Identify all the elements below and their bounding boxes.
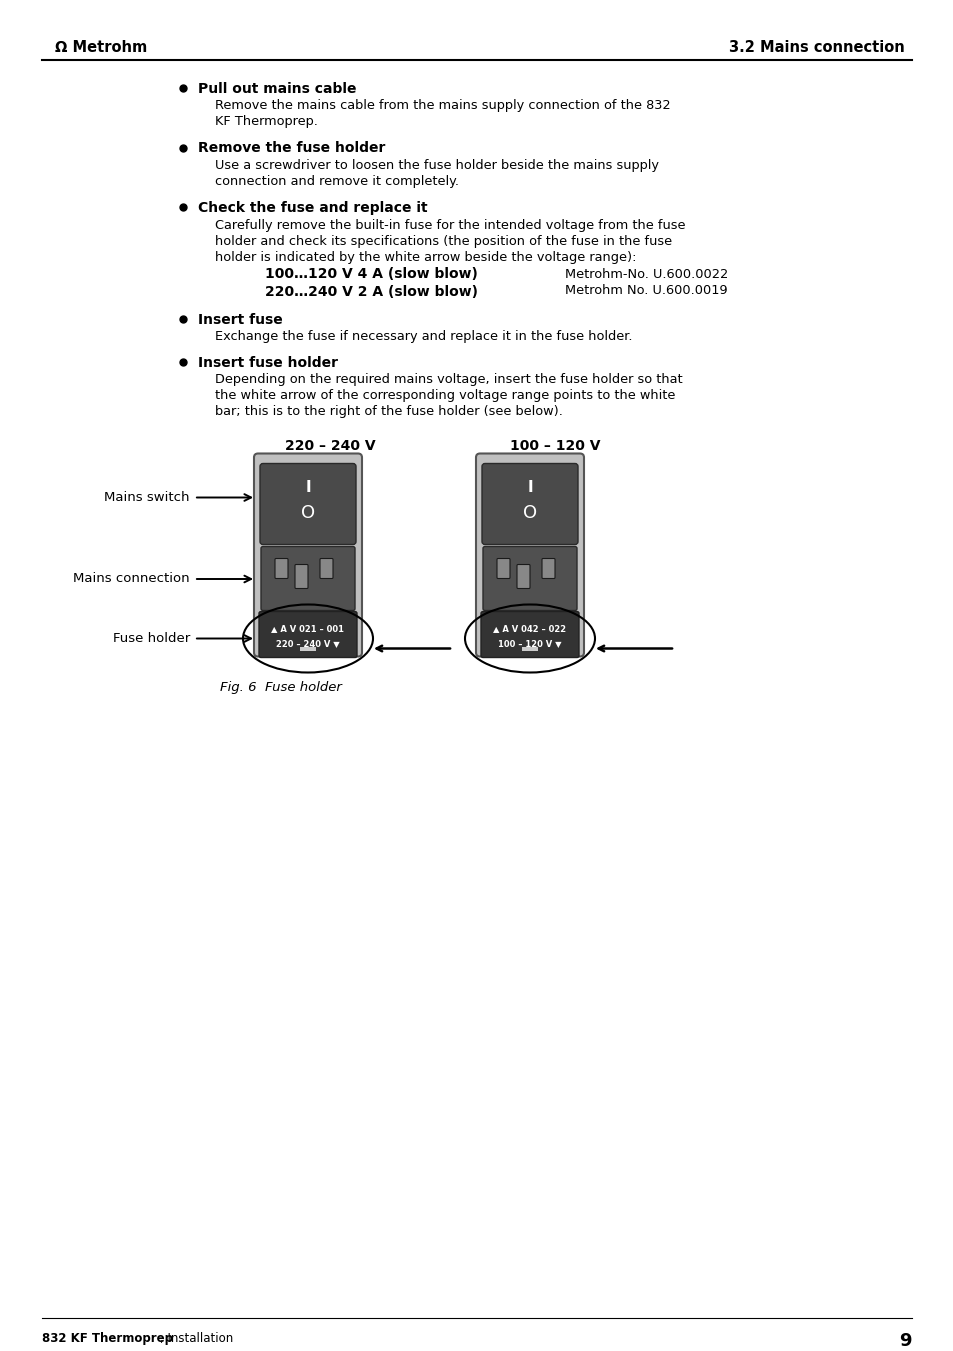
Text: 220 – 240 V ▼: 220 – 240 V ▼ [275, 639, 339, 648]
FancyBboxPatch shape [476, 454, 583, 657]
FancyBboxPatch shape [258, 612, 356, 658]
Text: connection and remove it completely.: connection and remove it completely. [214, 176, 458, 188]
FancyBboxPatch shape [319, 558, 333, 578]
Text: ▲ A V 021 – 001: ▲ A V 021 – 001 [272, 624, 344, 634]
Text: Metrohm-No. U.600.0022: Metrohm-No. U.600.0022 [564, 267, 727, 281]
Bar [299, 647, 315, 650]
Text: Use a screwdriver to loosen the fuse holder beside the mains supply: Use a screwdriver to loosen the fuse hol… [214, 159, 659, 172]
Text: 832 KF Thermoprep: 832 KF Thermoprep [42, 1332, 172, 1346]
Bar [521, 647, 537, 650]
Text: 220 – 240 V: 220 – 240 V [285, 439, 375, 454]
Text: KF Thermoprep.: KF Thermoprep. [214, 115, 317, 128]
FancyBboxPatch shape [480, 612, 578, 658]
Text: Remove the mains cable from the mains supply connection of the 832: Remove the mains cable from the mains su… [214, 100, 670, 112]
Text: Fig. 6  Fuse holder: Fig. 6 Fuse holder [220, 681, 341, 693]
Text: holder and check its specifications (the position of the fuse in the fuse: holder and check its specifications (the… [214, 235, 672, 247]
FancyBboxPatch shape [541, 558, 555, 578]
Text: 100…120 V 4 A (slow blow): 100…120 V 4 A (slow blow) [265, 267, 477, 281]
Text: O: O [300, 504, 314, 521]
Text: Metrohm No. U.600.0019: Metrohm No. U.600.0019 [564, 285, 727, 297]
Text: Fuse holder: Fuse holder [112, 632, 190, 644]
Text: Pull out mains cable: Pull out mains cable [198, 82, 356, 96]
Text: Check the fuse and replace it: Check the fuse and replace it [198, 201, 427, 215]
FancyBboxPatch shape [253, 454, 361, 657]
Text: Exchange the fuse if necessary and replace it in the fuse holder.: Exchange the fuse if necessary and repla… [214, 330, 632, 343]
Text: I: I [305, 480, 311, 494]
Text: Remove the fuse holder: Remove the fuse holder [198, 142, 385, 155]
Text: Carefully remove the built-in fuse for the intended voltage from the fuse: Carefully remove the built-in fuse for t… [214, 219, 685, 231]
Text: 100 – 120 V: 100 – 120 V [510, 439, 599, 454]
FancyBboxPatch shape [517, 565, 530, 589]
Text: Mains switch: Mains switch [105, 490, 190, 504]
FancyBboxPatch shape [481, 463, 578, 544]
Text: ▲ A V 042 – 022: ▲ A V 042 – 022 [493, 624, 566, 634]
Text: O: O [522, 504, 537, 521]
Text: 9: 9 [899, 1332, 911, 1350]
Text: Insert fuse: Insert fuse [198, 312, 282, 327]
Text: holder is indicated by the white arrow beside the voltage range):: holder is indicated by the white arrow b… [214, 250, 636, 263]
FancyBboxPatch shape [482, 547, 577, 611]
Text: I: I [527, 480, 533, 494]
Text: 3.2 Mains connection: 3.2 Mains connection [728, 41, 904, 55]
FancyBboxPatch shape [261, 547, 355, 611]
Text: 100 – 120 V ▼: 100 – 120 V ▼ [497, 639, 561, 648]
Text: the white arrow of the corresponding voltage range points to the white: the white arrow of the corresponding vol… [214, 389, 675, 403]
FancyBboxPatch shape [294, 565, 308, 589]
FancyBboxPatch shape [497, 558, 510, 578]
Text: Ω Metrohm: Ω Metrohm [55, 41, 147, 55]
Text: , Installation: , Installation [160, 1332, 233, 1346]
Text: Insert fuse holder: Insert fuse holder [198, 357, 337, 370]
Text: Depending on the required mains voltage, insert the fuse holder so that: Depending on the required mains voltage,… [214, 373, 682, 386]
Text: bar; this is to the right of the fuse holder (see below).: bar; this is to the right of the fuse ho… [214, 405, 562, 419]
Text: Mains connection: Mains connection [73, 573, 190, 585]
Text: 220…240 V 2 A (slow blow): 220…240 V 2 A (slow blow) [265, 285, 477, 299]
FancyBboxPatch shape [260, 463, 355, 544]
FancyBboxPatch shape [274, 558, 288, 578]
